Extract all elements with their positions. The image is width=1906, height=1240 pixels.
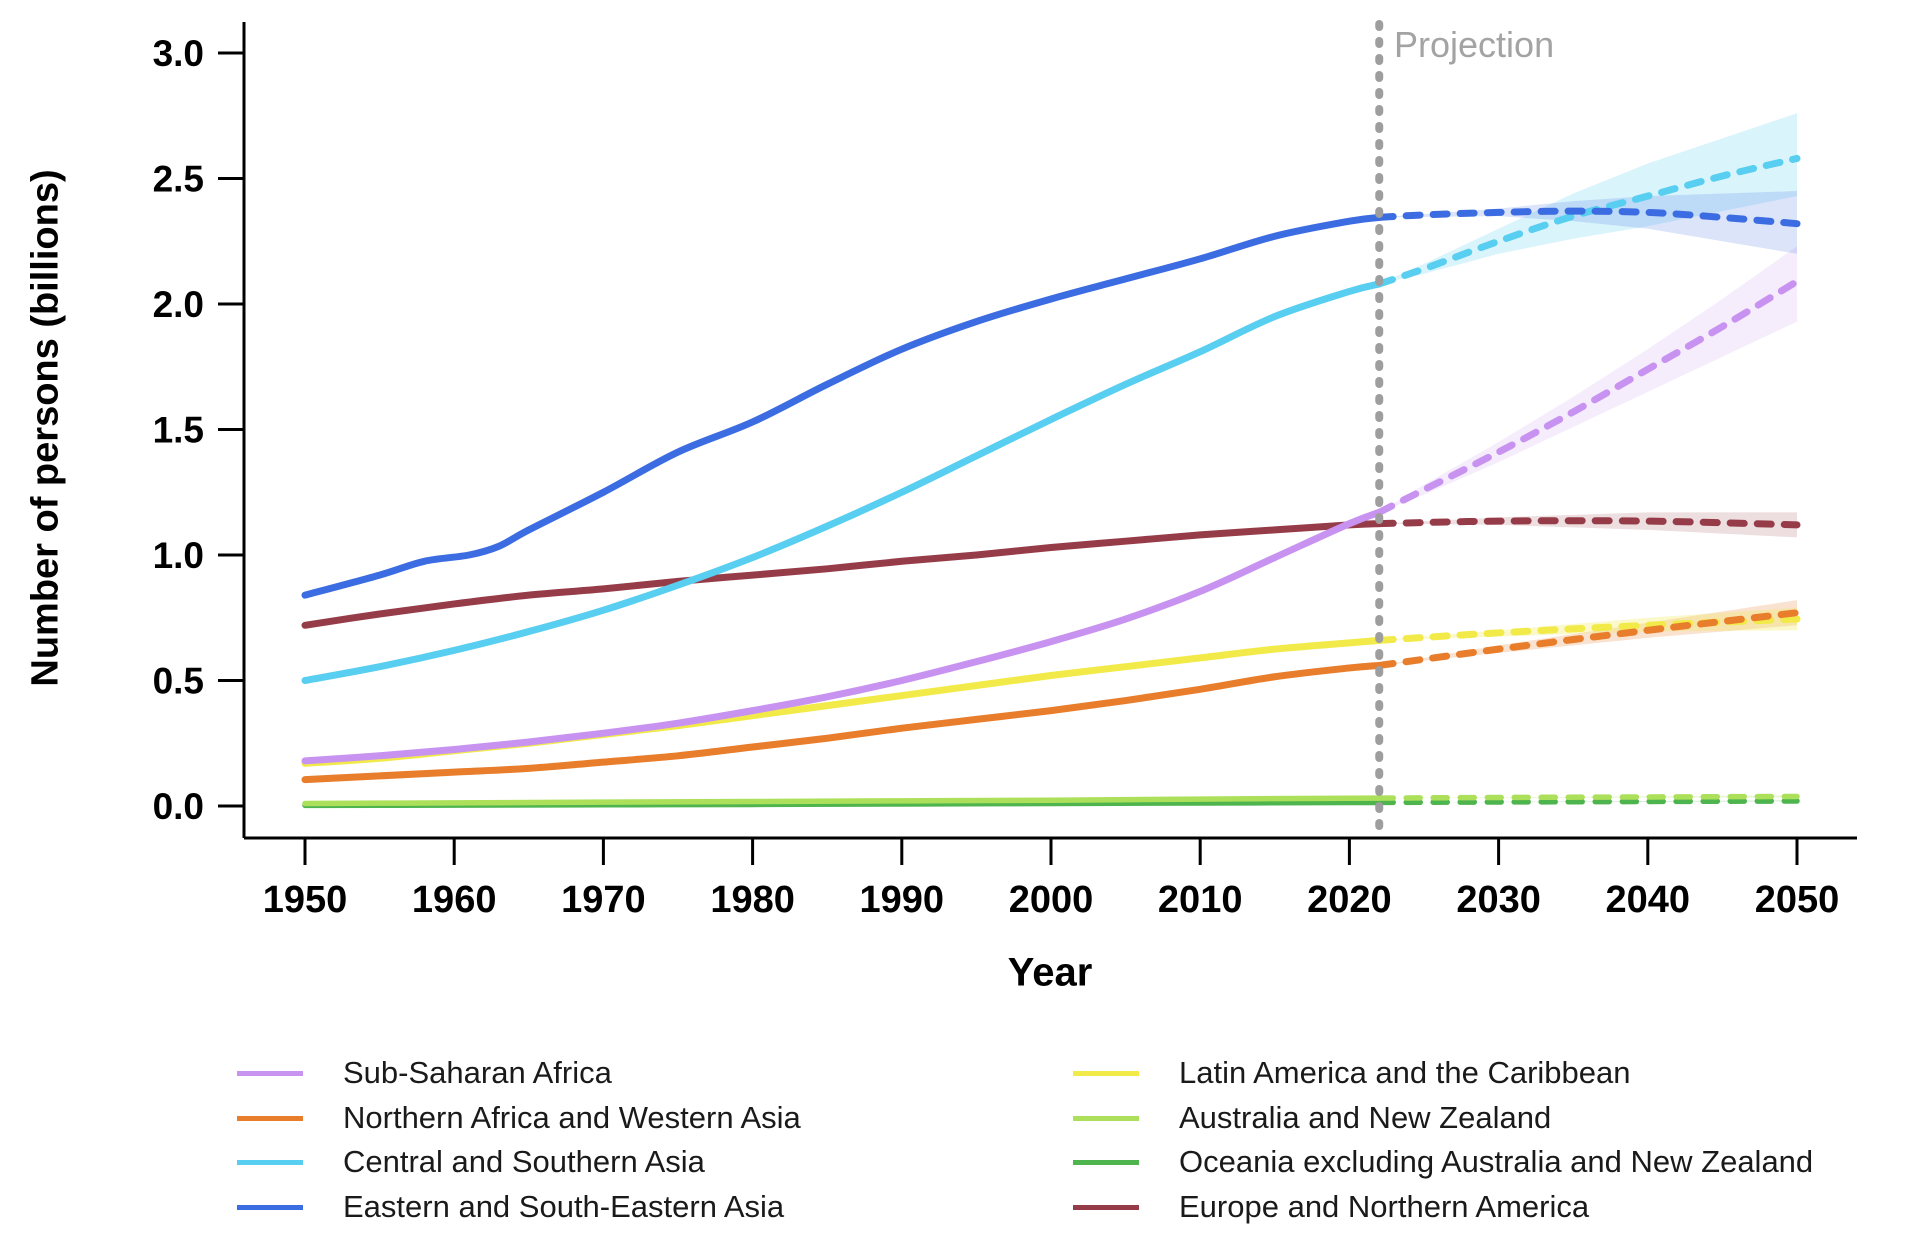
projected-line bbox=[1375, 517, 1801, 529]
observed-line bbox=[301, 661, 1383, 784]
legend-label: Europe and Northern America bbox=[1179, 1189, 1590, 1224]
y-tick-label: 3.0 bbox=[153, 33, 204, 74]
legend-swatch bbox=[1073, 1115, 1139, 1121]
legend-swatch bbox=[1073, 1159, 1139, 1165]
legend-swatch bbox=[237, 1204, 303, 1210]
x-tick-label: 1960 bbox=[412, 879, 497, 921]
projected-line bbox=[1375, 277, 1801, 516]
legend-swatch bbox=[237, 1070, 303, 1076]
y-tick-label: 0.5 bbox=[153, 661, 204, 702]
x-axis-title: Year bbox=[1007, 950, 1093, 995]
y-axis-title: Number of persons (billions) bbox=[24, 169, 67, 687]
legend-item: Oceania excluding Australia and New Zeal… bbox=[1073, 1144, 1814, 1179]
x-tick-label: 2020 bbox=[1307, 879, 1392, 921]
legend-item: Europe and Northern America bbox=[1073, 1189, 1590, 1224]
observed-line bbox=[301, 213, 1383, 599]
legend-label: Northern Africa and Western Asia bbox=[343, 1100, 801, 1135]
observed-line bbox=[301, 280, 1383, 684]
legend-swatch bbox=[1073, 1070, 1139, 1076]
legend-swatch bbox=[237, 1159, 303, 1165]
observed-line bbox=[302, 795, 1382, 807]
legend-item: Sub-Saharan Africa bbox=[237, 1055, 612, 1090]
x-tick-label: 1990 bbox=[860, 879, 945, 921]
x-tick-label: 1950 bbox=[263, 879, 348, 921]
y-tick-label: 2.0 bbox=[153, 284, 204, 325]
legend-label: Oceania excluding Australia and New Zeal… bbox=[1179, 1144, 1814, 1179]
legend-item: Northern Africa and Western Asia bbox=[237, 1100, 801, 1135]
legend-label: Latin America and the Caribbean bbox=[1179, 1055, 1631, 1090]
x-tick-label: 2030 bbox=[1456, 879, 1541, 921]
legend-label: Central and Southern Asia bbox=[343, 1144, 705, 1179]
legend-swatch bbox=[1073, 1204, 1139, 1210]
projected-line bbox=[1376, 798, 1800, 806]
axes: 0.0 0.5 1.0 1.5 2.0 2.5 3.0 1950 1960 1970 1980 199… bbox=[153, 22, 1857, 921]
data-lines bbox=[301, 154, 1801, 809]
legend-swatch bbox=[237, 1115, 303, 1121]
confidence-band bbox=[1379, 607, 1797, 641]
legend-item: Australia and New Zealand bbox=[1073, 1100, 1552, 1135]
x-tick-label: 2040 bbox=[1606, 879, 1691, 921]
confidence-band bbox=[1379, 512, 1797, 538]
x-tick-label: 1980 bbox=[710, 879, 795, 921]
y-tick-label: 1.0 bbox=[153, 535, 204, 576]
y-tick-label: 0.0 bbox=[153, 786, 204, 827]
confidence-band bbox=[1379, 191, 1797, 254]
legend-item: Eastern and South-Eastern Asia bbox=[237, 1189, 785, 1224]
projected-line bbox=[1375, 207, 1801, 228]
confidence-band bbox=[1379, 800, 1797, 803]
x-tick-label: 1970 bbox=[561, 879, 646, 921]
y-tick-label: 1.5 bbox=[153, 410, 204, 451]
observed-line bbox=[301, 520, 1383, 629]
x-tick-label: 2010 bbox=[1158, 879, 1243, 921]
legend-label: Sub-Saharan Africa bbox=[343, 1055, 612, 1090]
x-tick-label: 2000 bbox=[1009, 879, 1094, 921]
legend-item: Central and Southern Asia bbox=[237, 1144, 705, 1179]
confidence-band bbox=[1379, 246, 1797, 513]
legend-label: Eastern and South-Eastern Asia bbox=[343, 1189, 785, 1224]
legend-label: Australia and New Zealand bbox=[1179, 1100, 1552, 1135]
confidence-band bbox=[1379, 113, 1797, 284]
projection-label: Projection bbox=[1394, 24, 1555, 65]
observed-line bbox=[301, 508, 1383, 765]
legend-item: Latin America and the Caribbean bbox=[1073, 1055, 1631, 1090]
y-tick-label: 2.5 bbox=[153, 159, 204, 200]
projected-line bbox=[1376, 793, 1800, 801]
x-tick-label: 2050 bbox=[1755, 879, 1840, 921]
projected-line bbox=[1375, 154, 1801, 288]
projected-line bbox=[1375, 609, 1801, 669]
